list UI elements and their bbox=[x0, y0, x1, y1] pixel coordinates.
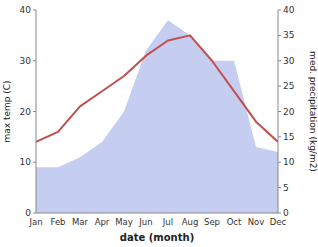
y2-tick bbox=[278, 136, 281, 137]
y-tick bbox=[33, 111, 36, 112]
y2-tick bbox=[278, 35, 281, 36]
x-tick-label: Jan bbox=[28, 217, 42, 227]
y2-tick-label: 10 bbox=[283, 157, 295, 167]
x-axis-label: date (month) bbox=[120, 232, 194, 243]
y2-tick bbox=[278, 111, 281, 112]
bottom-axis-line bbox=[36, 213, 278, 214]
y2-tick bbox=[278, 10, 281, 11]
x-tick-label: Aug bbox=[182, 217, 199, 227]
y2-tick-label: 30 bbox=[283, 56, 295, 66]
y-tick bbox=[33, 213, 36, 214]
y2-tick-label: 25 bbox=[283, 81, 294, 91]
x-tick-label: Dec bbox=[270, 217, 287, 227]
y2-tick bbox=[278, 162, 281, 163]
y-tick-label: 30 bbox=[20, 56, 32, 66]
y2-tick-label: 35 bbox=[283, 30, 294, 40]
y-tick-label: 10 bbox=[20, 157, 32, 167]
x-tick-label: Sep bbox=[204, 217, 220, 227]
y-tick bbox=[33, 10, 36, 11]
x-tick-label: May bbox=[115, 217, 133, 227]
y2-tick-label: 40 bbox=[283, 5, 295, 15]
y2-tick bbox=[278, 213, 281, 214]
plot-area bbox=[36, 20, 278, 213]
y-tick bbox=[33, 162, 36, 163]
precipitation-area bbox=[36, 20, 278, 213]
x-tick-label: Apr bbox=[95, 217, 110, 227]
x-tick-label: Feb bbox=[50, 217, 65, 227]
x-tick-label: Nov bbox=[248, 217, 265, 227]
y2-tick bbox=[278, 86, 281, 87]
y2-tick-label: 15 bbox=[283, 132, 294, 142]
y2-tick-label: 5 bbox=[283, 183, 289, 193]
x-tick-label: Jul bbox=[162, 217, 173, 227]
temperature-line bbox=[36, 35, 278, 142]
y2-tick-label: 20 bbox=[283, 107, 295, 117]
x-tick-label: Oct bbox=[227, 217, 242, 227]
y-axis-label: max temp (C) bbox=[2, 80, 12, 142]
x-tick-label: Mar bbox=[72, 217, 89, 227]
y2-tick bbox=[278, 60, 281, 61]
y2-axis-label: med. precipitation (kg/m2) bbox=[308, 51, 318, 172]
chart: 0102030400510152025303540JanFebMarAprMay… bbox=[0, 0, 318, 247]
y-tick bbox=[33, 60, 36, 61]
y2-tick bbox=[278, 187, 281, 188]
x-tick-label: Jun bbox=[138, 217, 152, 227]
y-tick-label: 40 bbox=[20, 5, 32, 15]
y-tick-label: 20 bbox=[20, 107, 32, 117]
axes: 0102030400510152025303540JanFebMarAprMay… bbox=[20, 5, 295, 227]
